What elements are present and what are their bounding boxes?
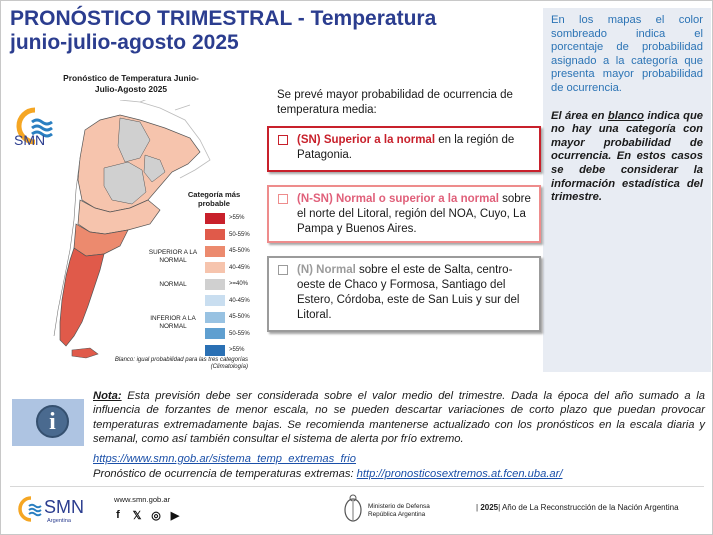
instagram-icon[interactable]: ◎ (151, 509, 161, 522)
info-icon: i (36, 405, 69, 438)
info-p2-emph: blanco (607, 109, 644, 122)
footer-divider (10, 486, 704, 487)
note-text: Esta previsión debe ser considerada sobr… (93, 390, 705, 446)
map-title: Pronóstico de Temperatura Junio-Julio-Ag… (63, 73, 199, 94)
legend-row: 50-55% (205, 227, 250, 244)
legend-swatch (205, 295, 225, 307)
legend-label: >55% (229, 215, 245, 222)
map-region-normal-2 (103, 161, 147, 205)
legend-row: 40-45% (205, 293, 250, 310)
legend-row: >=40% (205, 276, 250, 293)
legend-swatch (205, 262, 225, 274)
legend-swatch (205, 344, 225, 356)
legend-swatch (205, 229, 225, 241)
legend-category-above: SUPERIOR A LA NORMAL (148, 249, 198, 264)
legend-title: Categoría más probable (187, 190, 241, 208)
checkbox-icon (278, 194, 288, 204)
info-icon-panel: i (12, 399, 84, 446)
map-region-normal-3 (143, 154, 166, 183)
legend-swatch (205, 278, 225, 290)
legend-category-below: INFERIOR A LA NORMAL (150, 315, 196, 330)
info-paragraph-blank: El área en blanco indica que no hay una … (551, 110, 703, 205)
footer-smn-text: SMN (44, 497, 84, 517)
legend-label: >55% (229, 347, 245, 354)
legend-label: >=40% (229, 281, 249, 288)
legend-label: 50-55% (229, 330, 250, 337)
map-region-tierra-del-fuego (71, 347, 99, 359)
legend-row: >55% (205, 210, 250, 227)
forecast-sn-label: (SN) Superior a la normal (297, 134, 436, 146)
note-paragraph: Nota: Esta previsión debe ser considerad… (93, 389, 705, 447)
footer-motto: | 2025| Año de La Reconstrucción de la N… (476, 503, 679, 512)
pronosticos-extremos-link[interactable]: http://pronosticosextremos.at.fcen.uba.a… (356, 468, 563, 480)
map-region-normal-1 (117, 117, 151, 163)
forecast-intro: Se prevé mayor probabilidad de ocurrenci… (277, 89, 513, 116)
forecast-box-sn: (SN) Superior a la normal en la región d… (267, 126, 541, 172)
page-title-line1: PRONÓSTICO TRIMESTRAL - Temperatura (10, 7, 437, 30)
legend-row: >55% (205, 342, 250, 359)
forecast-box-nsn: (N-SN) Normal o superior a la normal sob… (267, 185, 541, 243)
legend-swatch (205, 212, 225, 224)
footer-smn-sub: Argentina (47, 518, 71, 524)
note-label: Nota: (93, 390, 122, 402)
legend-row: 40-45% (205, 260, 250, 277)
checkbox-icon (278, 135, 288, 145)
legend-row: 50-55% (205, 326, 250, 343)
legend-swatch (205, 328, 225, 340)
ministry-crest-icon (344, 494, 362, 522)
social-links: f 𝕏 ◎ ▶ (112, 509, 181, 522)
map-region-south-patagonia (59, 247, 105, 347)
smn-logo-icon (16, 107, 53, 145)
page-title-line2: junio-julio-agosto 2025 (10, 31, 239, 54)
info-p2-suffix: indica que no hay una categoría con mayo… (551, 109, 703, 204)
legend-label: 45-50% (229, 248, 250, 255)
info-paragraph-color: En los mapas el color sombreado indica e… (551, 14, 703, 94)
ministry-line1: Ministerio de Defensa (368, 503, 430, 510)
x-icon[interactable]: 𝕏 (132, 509, 142, 522)
legend-label: 40-45% (229, 264, 250, 271)
page-title: PRONÓSTICO TRIMESTRAL - Temperatura juni… (10, 7, 540, 55)
legend-row: 45-50% (205, 309, 250, 326)
forecast-nsn-text: sobre el norte del Litoral, región del N… (297, 193, 531, 235)
ministry-text: Ministerio de Defensa República Argentin… (368, 503, 430, 518)
facebook-icon[interactable]: f (116, 509, 120, 521)
footer-year: 2025 (480, 503, 499, 512)
legend-row: 45-50% (205, 243, 250, 260)
legend-label: 45-50% (229, 314, 250, 321)
ministry-line2: República Argentina (368, 510, 426, 518)
forecast-box-n: (N) Normal sobre el este de Salta, centr… (267, 256, 541, 332)
footer-url[interactable]: www.smn.gob.ar (114, 495, 171, 504)
legend-label: 40-45% (229, 297, 250, 304)
forecast-sn-text: en la región de Patagonia. (297, 134, 515, 161)
forecast-n-label: (N) Normal (297, 264, 356, 276)
youtube-icon[interactable]: ▶ (170, 509, 180, 522)
map-note: Blanco: igual probabilidad para las tres… (114, 357, 248, 370)
smn-footer-logo-icon (18, 496, 42, 522)
smn-logo-text: SMN (14, 132, 46, 148)
legend-swatch (205, 311, 225, 323)
info-p2-prefix: El área en (551, 109, 608, 122)
argentina-map (53, 100, 211, 359)
extreme-temps-prefix: Pronóstico de ocurrencia de temperaturas… (93, 468, 357, 480)
legend-swatch (205, 245, 225, 257)
frio-extremo-link[interactable]: https://www.smn.gob.ar/sistema_temp_extr… (93, 453, 357, 465)
extreme-temps-line: Pronóstico de ocurrencia de temperaturas… (93, 468, 563, 480)
forecast-nsn-label: (N-SN) Normal o superior a la normal (297, 193, 499, 205)
footer-motto-text: Año de La Reconstrucción de la Nación Ar… (500, 503, 679, 512)
legend-label: 50-55% (229, 231, 250, 238)
checkbox-icon (278, 265, 288, 275)
legend-category-normal: NORMAL (159, 281, 187, 288)
forecast-n-text: sobre el este de Salta, centro-oeste de … (297, 264, 520, 321)
legend: >55% 50-55% 45-50% 40-45% >=40% 40-45% 45-50% 5… (205, 210, 250, 359)
info-box: En los mapas el color sombreado indica e… (543, 8, 711, 372)
